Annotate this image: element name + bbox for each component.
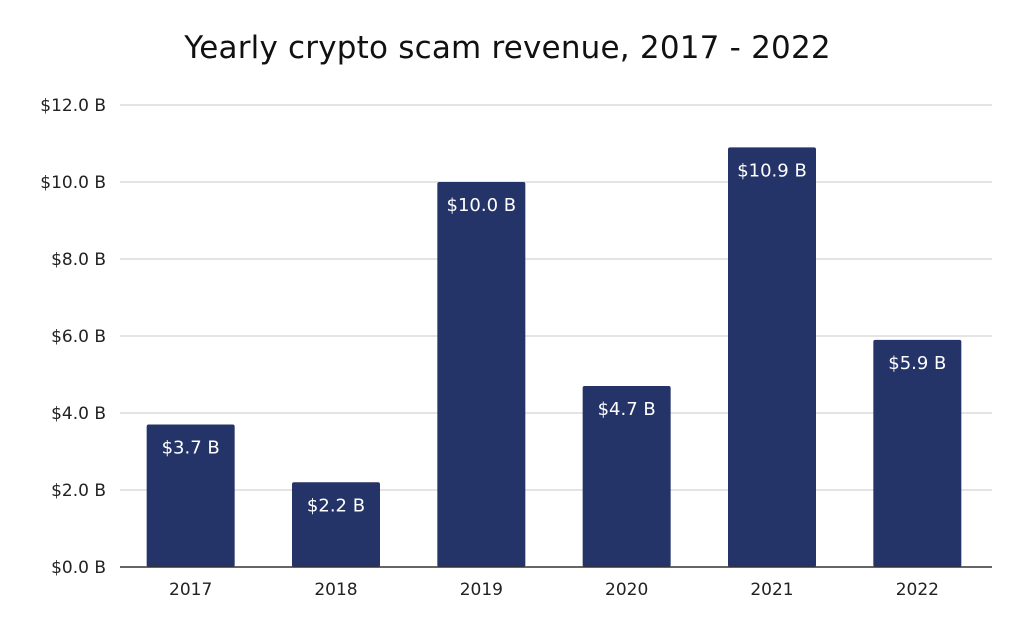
y-tick-label: $10.0 B bbox=[40, 173, 106, 193]
y-tick-label: $4.0 B bbox=[51, 404, 106, 424]
bar-2017 bbox=[146, 424, 235, 567]
data-label-2017: $3.7 B bbox=[162, 438, 220, 459]
y-tick-label: $2.0 B bbox=[51, 481, 106, 501]
data-label-2022: $5.9 B bbox=[888, 353, 946, 374]
data-label-2018: $2.2 B bbox=[307, 495, 365, 516]
x-tick-label-2017: 2017 bbox=[169, 580, 212, 600]
data-label-2021: $10.9 B bbox=[737, 160, 807, 181]
x-tick-label-2018: 2018 bbox=[314, 580, 357, 600]
y-tick-label: $0.0 B bbox=[51, 558, 106, 578]
y-tick-label: $12.0 B bbox=[40, 96, 106, 116]
bar-2019 bbox=[437, 182, 526, 567]
bar-2018 bbox=[292, 482, 380, 567]
x-tick-label-2021: 2021 bbox=[750, 580, 793, 600]
bar-2021 bbox=[728, 147, 816, 567]
data-label-2019: $10.0 B bbox=[447, 195, 517, 216]
x-tick-label-2019: 2019 bbox=[460, 580, 503, 600]
data-labels: $3.7 B $2.2 B $10.0 B $4.7 B $10.9 B $5.9 B bbox=[162, 160, 947, 516]
chart-title: Yearly crypto scam revenue, 2017 - 2022 bbox=[184, 30, 831, 66]
x-tick-label-2022: 2022 bbox=[896, 580, 939, 600]
bars bbox=[146, 147, 962, 567]
y-tick-label: $8.0 B bbox=[51, 250, 106, 270]
y-tick-label: $6.0 B bbox=[51, 327, 106, 347]
data-label-2020: $4.7 B bbox=[598, 399, 656, 420]
x-axis-tick-labels: 2017 2018 2019 2020 2021 2022 bbox=[169, 580, 939, 600]
gridlines bbox=[120, 104, 992, 491]
bar-2020 bbox=[582, 386, 671, 567]
bar-2022 bbox=[873, 339, 962, 567]
y-axis-tick-labels: $0.0 B $2.0 B $4.0 B $6.0 B $8.0 B $10.0 B $12… bbox=[40, 96, 106, 578]
x-tick-label-2020: 2020 bbox=[605, 580, 648, 600]
